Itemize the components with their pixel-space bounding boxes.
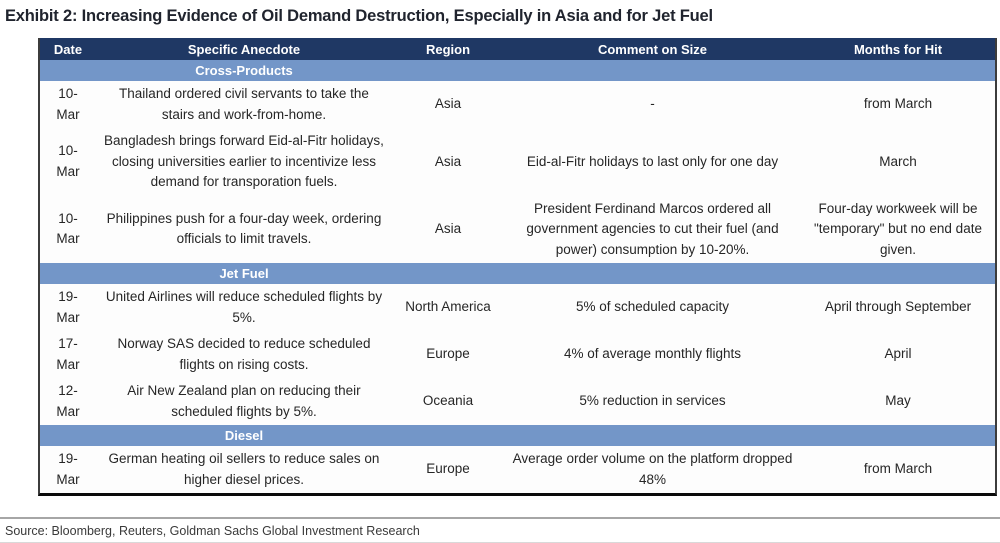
section-header-row: Cross-Products: [40, 60, 995, 81]
exhibit-table: Date Specific Anecdote Region Comment on Si…: [38, 38, 997, 497]
cell-anecdote: Air New Zealand plan on reducing their s…: [127, 383, 361, 419]
section-header-row: Jet Fuel: [40, 263, 995, 285]
section-header-row: Diesel: [40, 425, 995, 447]
column-header: Date: [53, 41, 83, 57]
table-row: 10-Mar Bangladesh brings forward Eid-al-F…: [40, 128, 995, 196]
cell-months: from March: [863, 461, 933, 477]
column-header: Region: [425, 41, 471, 57]
divider-line: [0, 517, 1000, 519]
cell-anecdote: United Airlines will reduce scheduled fl…: [105, 289, 383, 325]
cell-months: Four-day workweek will be "temporary" bu…: [814, 200, 982, 257]
cell-comment: -: [650, 96, 655, 112]
cell-region: Asia: [434, 221, 462, 237]
cell-comment: 5% reduction in services: [579, 393, 726, 409]
section-label: Cross-Products: [195, 63, 293, 78]
table-row: 10-Mar Philippines push for a four-day we…: [40, 195, 995, 264]
cell-region: Europe: [426, 461, 470, 477]
table-row: 10-Mar Thailand ordered civil servants to…: [40, 81, 995, 129]
cell-region: North America: [405, 299, 491, 315]
cell-comment: 5% of scheduled capacity: [575, 299, 730, 315]
table-row: 17-Mar Norway SAS decided to reduce sched…: [40, 331, 995, 379]
cell-region: Europe: [426, 346, 470, 362]
source-note: Source: Bloomberg, Reuters, Goldman Sach…: [5, 524, 420, 538]
cell-date: 19-Mar: [56, 289, 80, 325]
cell-region: Asia: [434, 153, 462, 169]
cell-comment: 4% of average monthly flights: [563, 346, 742, 362]
cell-months: April through September: [824, 299, 972, 315]
cell-comment: President Ferdinand Marcos ordered all g…: [526, 200, 779, 257]
column-header: Months for Hit: [853, 41, 943, 57]
section-label: Jet Fuel: [219, 266, 269, 282]
table-row: 12-Mar Air New Zealand plan on reducing t…: [40, 378, 995, 426]
section-label: Diesel: [224, 428, 264, 444]
section-spacer: [40, 263, 96, 284]
cell-anecdote: Norway SAS decided to reduce scheduled f…: [117, 336, 371, 372]
table-row: 19-Mar German heating oil sellers to redu…: [40, 446, 995, 494]
section-spacer: [40, 425, 96, 446]
cell-region: Oceania: [422, 393, 474, 409]
cell-date: 12-Mar: [56, 383, 80, 419]
cell-months: April: [884, 346, 912, 362]
column-header: Specific Anecdote: [187, 41, 301, 57]
cell-date: 10-Mar: [56, 86, 80, 122]
column-header: Comment on Size: [597, 41, 708, 57]
cell-region: Asia: [434, 96, 462, 112]
cell-months: March: [879, 153, 917, 169]
cell-date: 10-Mar: [56, 143, 80, 179]
table-row: 19-Mar United Airlines will reduce schedu…: [40, 284, 995, 332]
section-spacer: [40, 60, 96, 81]
cell-date: 17-Mar: [56, 336, 80, 372]
cell-comment: Average order volume on the platform dro…: [512, 451, 793, 487]
cell-anecdote: Philippines push for a four-day week, or…: [106, 210, 382, 247]
cell-date: 10-Mar: [56, 210, 80, 247]
cell-months: from March: [863, 96, 933, 112]
cell-comment: Eid-al-Fitr holidays to last only for on…: [526, 153, 779, 169]
cell-months: May: [885, 393, 911, 409]
cell-date: 19-Mar: [56, 451, 80, 487]
cell-anecdote: Bangladesh brings forward Eid-al-Fitr ho…: [104, 133, 384, 190]
table-body: Cross-Products 10-Mar Thailand ordered civ…: [40, 60, 995, 494]
exhibit-title: Exhibit 2: Increasing Evidence of Oil De…: [5, 7, 713, 25]
cell-anecdote: German heating oil sellers to reduce sal…: [108, 451, 380, 487]
cell-anecdote: Thailand ordered civil servants to take …: [119, 86, 369, 122]
table-header-row: Date Specific Anecdote Region Comment on Si…: [40, 38, 995, 60]
